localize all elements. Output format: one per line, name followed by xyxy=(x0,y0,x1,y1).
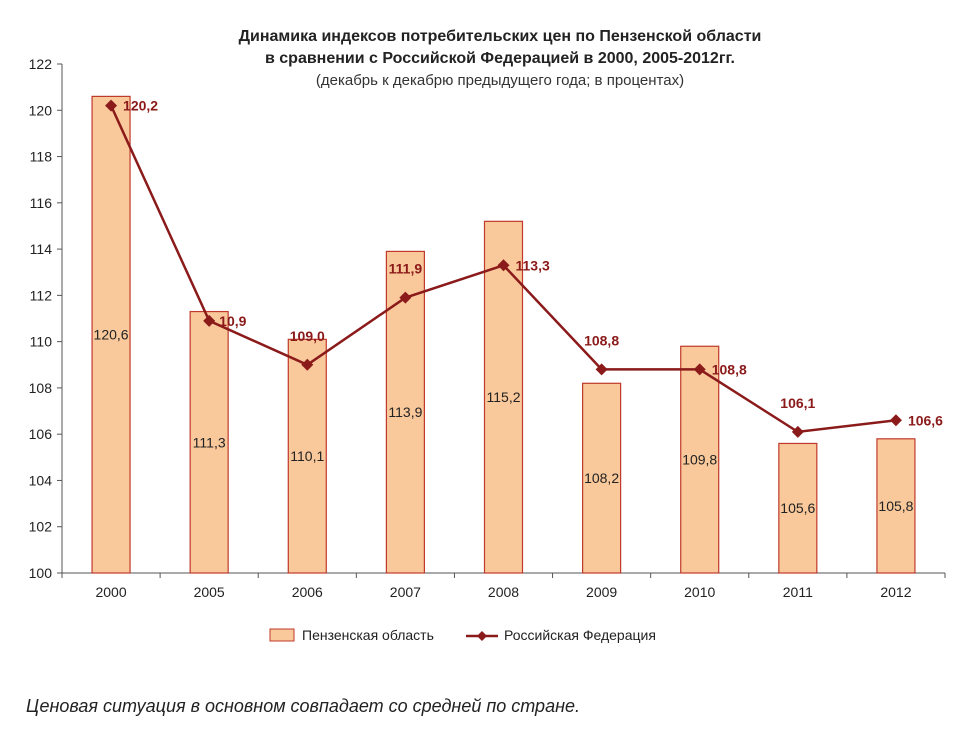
line-rf-point-2012 xyxy=(889,414,902,427)
bar-value-label: 109,8 xyxy=(682,452,717,468)
line-rf-point-2006 xyxy=(301,358,314,371)
y-tick-label: 112 xyxy=(30,287,53,303)
chart-canvas: 100 102 104 106 108 110 112 114 116 118 120 122 120,… xyxy=(29,56,946,643)
bar-value-label: 120,6 xyxy=(94,327,129,343)
line-rf-point-2011 xyxy=(791,425,804,438)
x-tick-label: 2007 xyxy=(390,584,421,600)
bar-value-label: 105,8 xyxy=(878,498,913,514)
legend-penza-label: Пензенская область xyxy=(302,627,434,643)
x-tick-label: 2009 xyxy=(586,584,617,600)
chart-title-line1: Динамика индексов потребительских цен по… xyxy=(238,28,762,45)
line-value-label: 113,3 xyxy=(516,257,550,273)
line-value-label: 120,2 xyxy=(123,98,158,114)
x-tick-label: 2006 xyxy=(292,584,323,600)
y-tick-label: 114 xyxy=(30,241,53,257)
bar-value-label: 113,9 xyxy=(388,404,422,420)
bar-value-label: 108,2 xyxy=(584,470,619,486)
x-tick-label: 2011 xyxy=(783,584,813,600)
line-value-label: 106,6 xyxy=(908,412,943,428)
y-tick-label: 106 xyxy=(29,426,53,442)
line-rf-point-2010 xyxy=(693,363,706,376)
y-tick-label: 120 xyxy=(29,102,53,118)
line-value-label: 108,8 xyxy=(712,361,747,377)
bar-penza-2005 xyxy=(189,310,229,574)
bar-value-label: 115,2 xyxy=(487,389,521,405)
line-rf-point-2005 xyxy=(203,314,216,327)
y-tick-label: 100 xyxy=(29,565,53,581)
x-tick-label: 2012 xyxy=(880,584,911,600)
bar-penza-2006 xyxy=(287,338,327,574)
y-tick-label: 102 xyxy=(29,519,53,535)
x-tick-label: 2005 xyxy=(194,584,225,600)
y-tick-label: 116 xyxy=(30,195,53,211)
line-value-label: 109,0 xyxy=(290,328,325,344)
legend-rf-label: Российская Федерация xyxy=(504,627,656,643)
line-rf-point-2000 xyxy=(105,99,118,112)
x-tick-label: 2008 xyxy=(488,584,519,600)
chart-subtitle: (декабрь к декабрю предыдущего года; в п… xyxy=(315,72,685,89)
bar-value-label: 105,6 xyxy=(780,500,815,516)
bar-penza-2010 xyxy=(680,345,720,574)
bar-penza-2012 xyxy=(876,438,916,574)
x-tick-label: 2010 xyxy=(684,584,715,600)
bar-value-label: 111,3 xyxy=(193,434,226,450)
caption-text: Ценовая ситуация в основном совпадает со… xyxy=(26,696,580,716)
legend-penza-swatch xyxy=(269,628,295,642)
y-tick-label: 110 xyxy=(30,334,53,350)
x-tick-label: 2000 xyxy=(95,584,126,600)
line-rf-point-2009 xyxy=(595,363,608,376)
line-value-label: 108,8 xyxy=(584,332,619,348)
bar-value-label: 110,1 xyxy=(290,448,324,464)
bar-penza-2000 xyxy=(91,95,131,574)
line-value-label: 106,1 xyxy=(780,395,815,411)
bar-penza-2011 xyxy=(778,442,818,574)
line-value-label: 111,9 xyxy=(389,261,423,277)
line-value-label: 10,9 xyxy=(219,313,246,329)
y-tick-label: 108 xyxy=(29,380,53,396)
legend-rf-marker xyxy=(477,631,487,641)
bar-penza-2009 xyxy=(582,382,622,574)
line-rf-point-2008 xyxy=(497,259,510,272)
y-tick-label: 118 xyxy=(30,149,53,165)
chart-title-line2: в сравнении с Российской Федерацией в 20… xyxy=(264,50,735,67)
y-tick-label: 104 xyxy=(29,472,53,488)
line-rf-point-2007 xyxy=(399,291,412,304)
y-tick-label: 122 xyxy=(29,56,53,72)
